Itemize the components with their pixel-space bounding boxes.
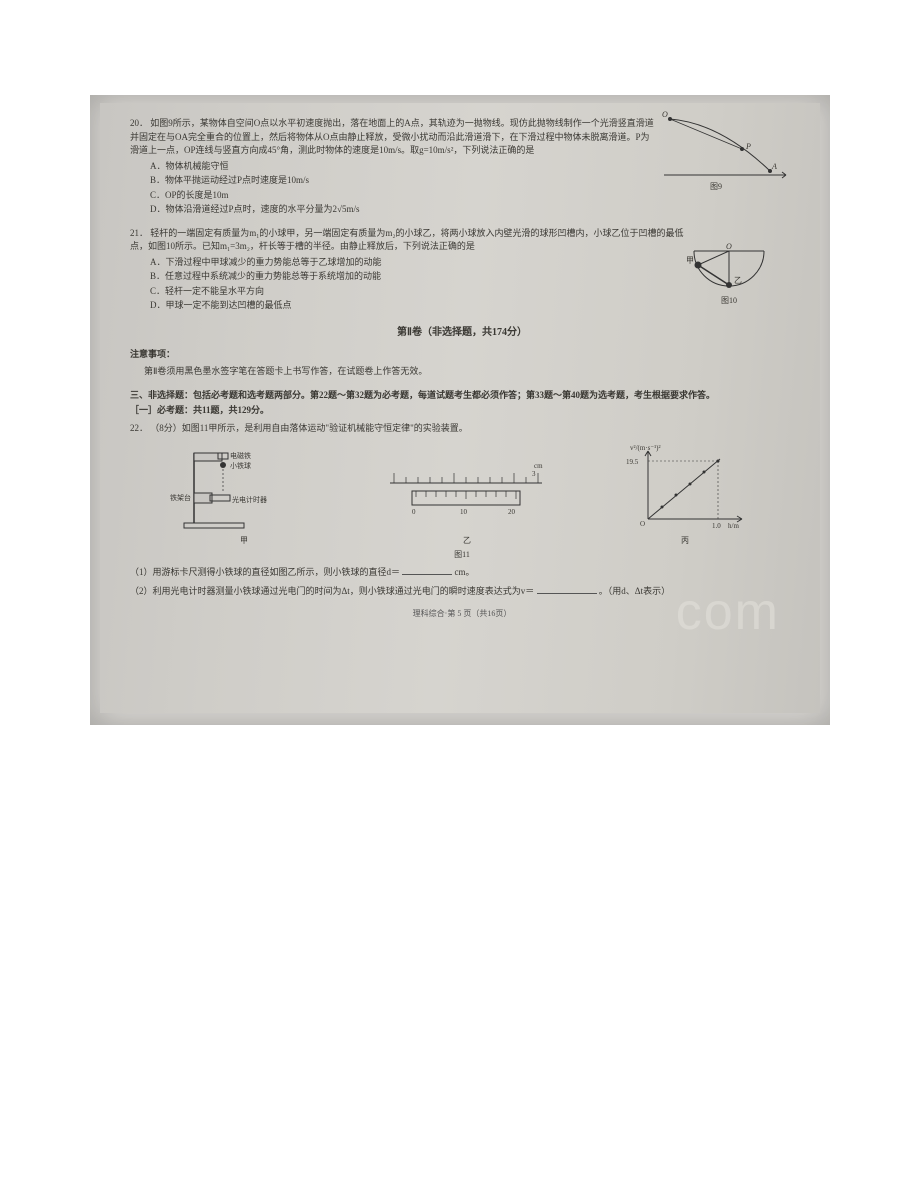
q22-sub1-text: （1）用游标卡尺测得小铁球的直径如图乙所示，则小铁球的直径d＝: [130, 567, 400, 577]
part3-line1: 三、非选择题：包括必考题和选考题两部分。第22题～第32题为必考题，每道试题考生…: [130, 389, 794, 403]
part3-line2: ［一］必考题：共11题，共129分。: [130, 404, 794, 418]
projectile-diagram: [660, 113, 790, 193]
q20-opt-d: D．物体沿滑道经过P点时，速度的水平分量为2√5m/s: [150, 203, 794, 217]
q20-number: 20．: [130, 118, 148, 128]
blank-diameter: [402, 565, 452, 575]
fig11-label-yi: 乙: [382, 535, 552, 547]
q22-text: （8分）如图11甲所示，是利用自由落体运动"验证机械能守恒定律"的实验装置。: [150, 423, 468, 433]
fig9-label: 图9: [710, 181, 722, 193]
figure-11-row: 电磁铁 小铁球 铁架台 光电计时器: [140, 441, 784, 531]
q22-sub2-tail: 。（用d、Δt表示）: [599, 586, 670, 596]
q22-sub1: （1）用游标卡尺测得小铁球的直径如图乙所示，则小铁球的直径d＝ cm。: [130, 565, 794, 580]
fig11-caption: 图11: [130, 549, 794, 561]
q21-number: 21．: [130, 228, 148, 238]
fig10-yi: 乙: [734, 275, 742, 287]
blank-velocity: [537, 584, 597, 594]
q21-text: 轻杆的一端固定有质量为m₁的小球甲，另一端固定有质量为m₂的小球乙，将两小球放入…: [130, 228, 684, 252]
notice-heading: 注意事项：: [130, 348, 794, 362]
question-21: 21． 轻杆的一端固定有质量为m₁的小球甲，另一端固定有质量为m₂的小球乙，将两…: [130, 227, 794, 313]
q22-number: 22．: [130, 423, 148, 433]
page-footer: 理科综合·第 5 页（共16页）: [130, 608, 794, 620]
fig9-point-a: A: [772, 161, 777, 173]
graph-origin: O: [640, 519, 645, 530]
fig10-o: O: [726, 241, 732, 253]
q22-sub2: （2）利用光电计时器测量小铁球通过光电门的时间为Δt，则小铁球通过光电门的瞬时速…: [130, 584, 794, 599]
figure-10: 甲 乙 O 图10: [684, 243, 774, 303]
label-stand: 铁架台: [170, 493, 191, 504]
notice-body: 第Ⅱ卷须用黑色墨水签字笔在答题卡上书写作答，在试题卷上作答无效。: [144, 365, 794, 379]
graph-xlabel: h/m: [728, 521, 739, 532]
question-20: 20． 如图9所示，某物体自空间O点以水平初速度抛出，落在地面上的A点，其轨迹为…: [130, 117, 794, 217]
exam-sheet: com 20． 如图9所示，某物体自空间O点以水平初速度抛出，落在地面上的A点，…: [100, 103, 820, 713]
content-area: 20． 如图9所示，某物体自空间O点以水平初速度抛出，落在地面上的A点，其轨迹为…: [100, 103, 820, 630]
label-magnet: 电磁铁: [230, 451, 251, 462]
fig11-ruler: cm 3 0 10 20: [382, 461, 552, 531]
graph-yval: 19.5: [626, 457, 638, 468]
section-2-title: 第Ⅱ卷（非选择题，共174分）: [130, 325, 794, 340]
fig11-graph: v²/(m·s⁻¹)² 19.5 1.0 h/m O: [620, 445, 750, 531]
fig11-sublabels: 甲 乙 丙: [140, 535, 784, 547]
notice-block: 注意事项： 第Ⅱ卷须用黑色墨水签字笔在答题卡上书写作答，在试题卷上作答无效。: [130, 348, 794, 379]
q20-text: 如图9所示，某物体自空间O点以水平初速度抛出，落在地面上的A点，其轨迹为一抛物线…: [130, 118, 654, 155]
fig10-jia: 甲: [686, 255, 694, 267]
q22-sub1-unit: cm。: [455, 567, 475, 577]
fig11-label-bing: 丙: [620, 535, 750, 547]
ruler-10: 10: [460, 507, 467, 518]
fig11-device: 电磁铁 小铁球 铁架台 光电计时器: [174, 445, 314, 531]
graph-xval: 1.0: [712, 521, 721, 532]
fig9-point-p: P: [746, 141, 751, 153]
label-gate: 光电计时器: [232, 495, 267, 506]
question-22: 22． （8分）如图11甲所示，是利用自由落体运动"验证机械能守恒定律"的实验装…: [130, 422, 794, 599]
label-ball: 小铁球: [230, 461, 251, 472]
vernier-diagram: [382, 461, 552, 531]
ruler-0: 0: [412, 507, 416, 518]
ruler-3: 3: [532, 469, 536, 480]
page-wrap: com 20． 如图9所示，某物体自空间O点以水平初速度抛出，落在地面上的A点，…: [90, 95, 830, 725]
ruler-20: 20: [508, 507, 515, 518]
fig11-label-jia: 甲: [174, 535, 314, 547]
figure-9: O P A 图9: [660, 113, 790, 193]
fig10-label: 图10: [684, 295, 774, 307]
q22-sub2-text: （2）利用光电计时器测量小铁球通过光电门的时间为Δt，则小铁球通过光电门的瞬时速…: [130, 586, 534, 596]
fig9-point-o: O: [662, 109, 668, 121]
graph-ylabel: v²/(m·s⁻¹)²: [630, 443, 661, 454]
